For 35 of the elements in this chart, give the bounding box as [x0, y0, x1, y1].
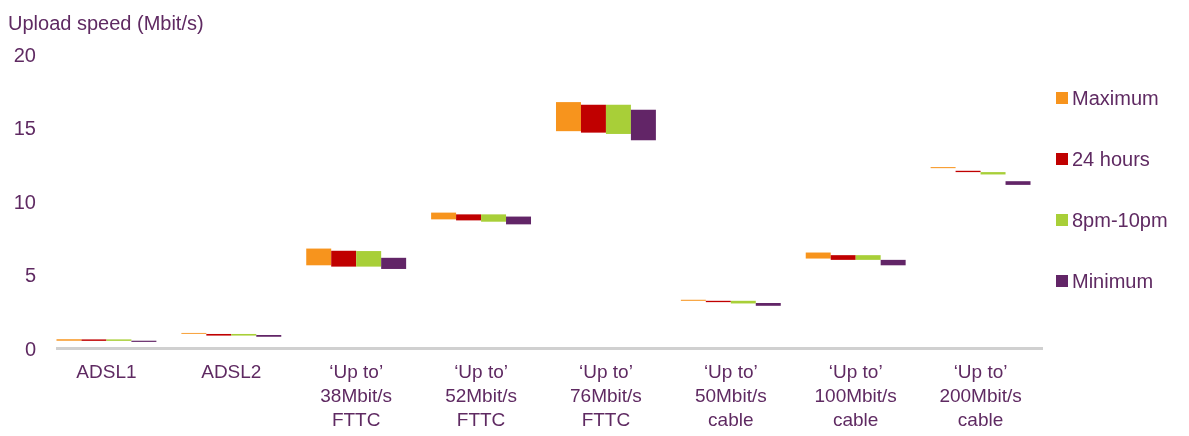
y-axis-title: Upload speed (Mbit/s)	[8, 12, 204, 34]
legend-label: Maximum	[1072, 87, 1159, 109]
bar	[880, 259, 906, 266]
bar	[1005, 181, 1031, 185]
bar	[506, 216, 532, 225]
y-tick-label: 5	[24, 264, 36, 287]
bar	[331, 250, 357, 267]
x-tick-label: ADSL2	[201, 361, 262, 382]
x-tick-label: ‘Up to’ 200Mbit/s cable	[939, 361, 1022, 430]
y-tick-label: 10	[13, 190, 36, 213]
bar	[830, 255, 856, 260]
bar	[356, 251, 382, 267]
bar	[630, 109, 656, 141]
x-tick-label: ‘Up to’ 50Mbit/s cable	[694, 361, 767, 430]
bar	[481, 214, 507, 222]
bar	[456, 214, 482, 221]
bar	[580, 104, 606, 133]
x-tick-label: ‘Up to’ 100Mbit/s cable	[814, 361, 897, 430]
y-tick-label: 15	[13, 117, 36, 140]
y-tick-label: 0	[24, 337, 36, 360]
legend-label: Minimum	[1072, 270, 1154, 292]
bar	[855, 255, 881, 260]
bar	[555, 102, 581, 132]
x-tick-label: ADSL1	[76, 361, 137, 382]
x-tick-label: ‘Up to’ 52Mbit/s FTTC	[445, 361, 517, 430]
x-tick-label: ‘Up to’ 76Mbit/s FTTC	[570, 361, 642, 430]
bar	[805, 252, 831, 259]
x-tick-label: ‘Up to’ 38Mbit/s FTTC	[320, 361, 393, 430]
bar	[306, 248, 332, 266]
bar	[755, 303, 781, 306]
bar	[381, 257, 407, 269]
legend-label: 8pm-10pm	[1072, 209, 1168, 231]
legend-label: 24 hours	[1072, 148, 1150, 170]
y-tick-label: 20	[13, 44, 36, 66]
bar	[605, 104, 631, 134]
